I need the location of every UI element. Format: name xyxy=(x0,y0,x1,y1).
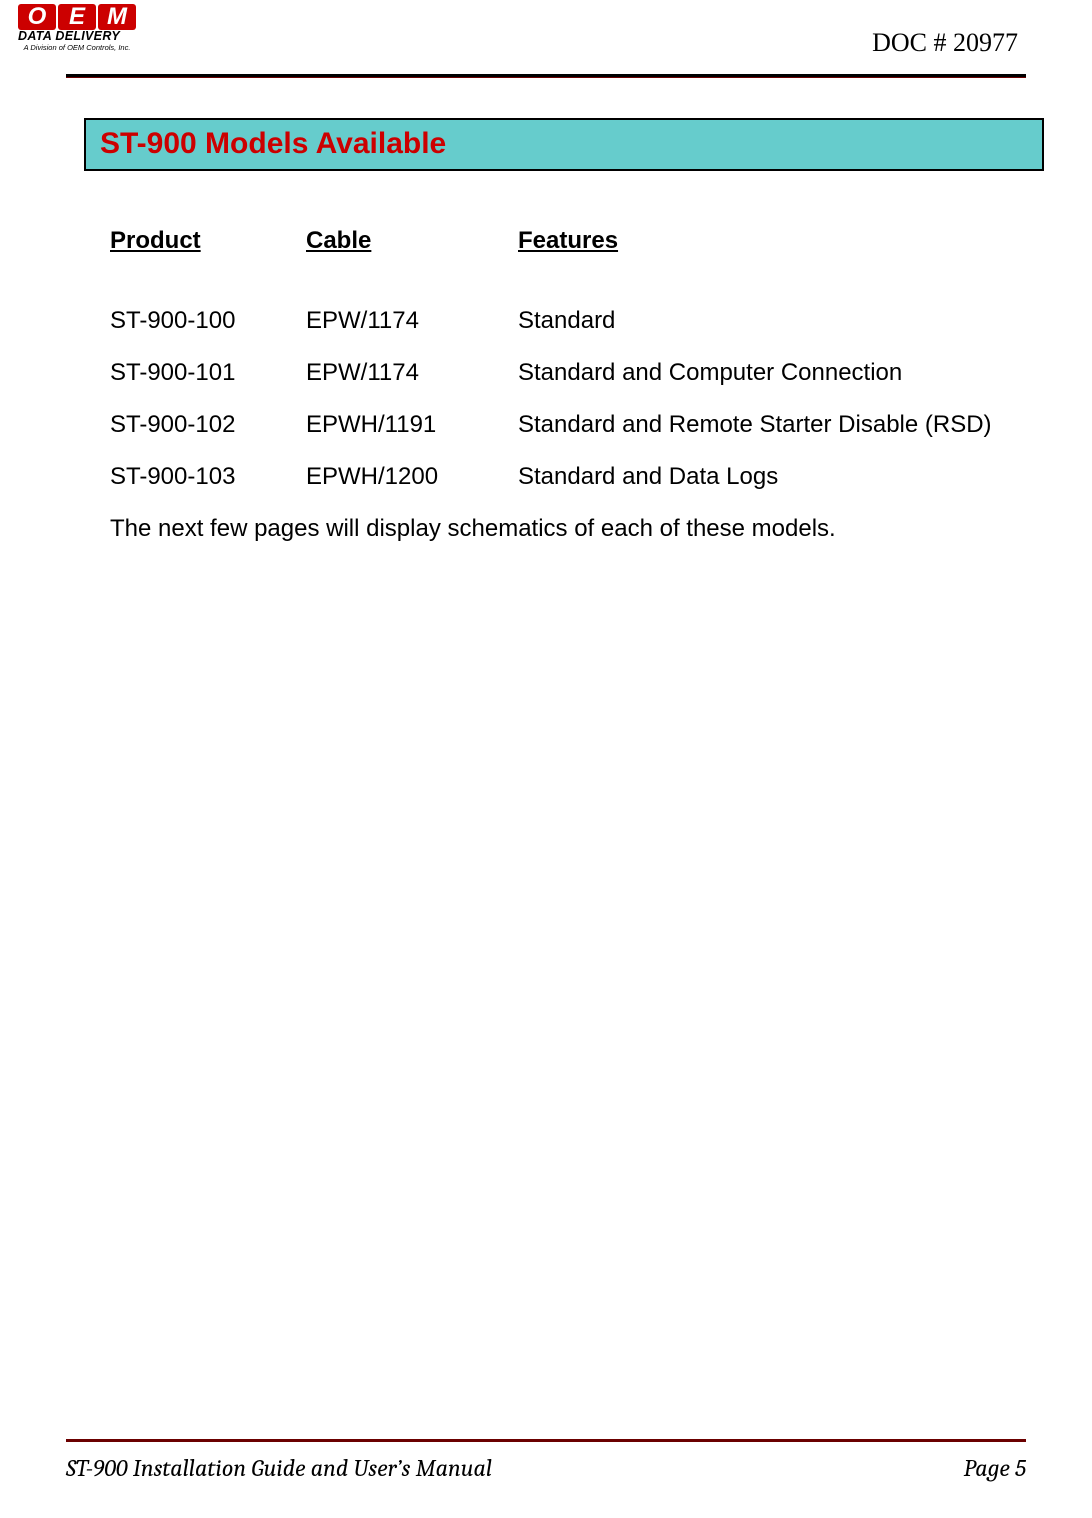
table-header-row: Product Cable Features xyxy=(110,227,1092,255)
logo-division: A Division of OEM Controls, Inc. xyxy=(18,43,136,52)
document-number: DOC # 20977 xyxy=(872,28,1018,58)
logo-letters: O E M xyxy=(18,4,136,30)
logo-tagline: DATA DELIVERY xyxy=(18,29,136,43)
page-footer: ST-900 Installation Guide and User’s Man… xyxy=(66,1439,1026,1482)
footer-title: ST-900 Installation Guide and User’s Man… xyxy=(66,1454,492,1482)
footer-rule xyxy=(66,1439,1026,1442)
content-area: Product Cable Features ST-900-100 EPW/11… xyxy=(110,227,1092,543)
header-rule xyxy=(66,74,1026,78)
cell-product: ST-900-103 xyxy=(110,463,306,491)
column-header-cable: Cable xyxy=(306,227,518,255)
footer-page: Page 5 xyxy=(964,1454,1026,1482)
cell-product: ST-900-101 xyxy=(110,359,306,387)
cell-cable: EPW/1174 xyxy=(306,307,518,335)
cell-product: ST-900-100 xyxy=(110,307,306,335)
cell-cable: EPWH/1200 xyxy=(306,463,518,491)
cell-cable: EPW/1174 xyxy=(306,359,518,387)
cell-features: Standard and Data Logs xyxy=(518,463,1092,491)
table-row: ST-900-101 EPW/1174 Standard and Compute… xyxy=(110,359,1092,387)
cell-features: Standard and Remote Starter Disable (RSD… xyxy=(518,411,1092,439)
company-logo: O E M DATA DELIVERY A Division of OEM Co… xyxy=(18,4,136,52)
cell-features: Standard and Computer Connection xyxy=(518,359,1092,387)
cell-cable: EPWH/1191 xyxy=(306,411,518,439)
table-row: ST-900-102 EPWH/1191 Standard and Remote… xyxy=(110,411,1092,439)
footer-content: ST-900 Installation Guide and User’s Man… xyxy=(66,1454,1026,1482)
logo-letter-m: M xyxy=(98,4,136,30)
column-header-product: Product xyxy=(110,227,306,255)
column-header-features: Features xyxy=(518,227,1092,255)
section-title: ST-900 Models Available xyxy=(84,118,1044,171)
cell-features: Standard xyxy=(518,307,1092,335)
table-row: ST-900-103 EPWH/1200 Standard and Data L… xyxy=(110,463,1092,491)
page-header: O E M DATA DELIVERY A Division of OEM Co… xyxy=(0,0,1092,74)
logo-letter-o: O xyxy=(18,4,56,30)
cell-product: ST-900-102 xyxy=(110,411,306,439)
logo-letter-e: E xyxy=(58,4,96,30)
table-row: ST-900-100 EPW/1174 Standard xyxy=(110,307,1092,335)
notes-paragraph: The next few pages will display schemati… xyxy=(110,515,1092,543)
